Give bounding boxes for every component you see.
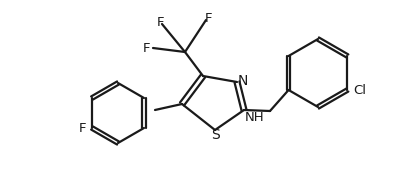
- Text: F: F: [204, 13, 212, 25]
- Text: F: F: [78, 122, 86, 134]
- Text: F: F: [156, 17, 164, 29]
- Text: S: S: [212, 128, 220, 142]
- Text: N: N: [238, 74, 248, 88]
- Text: F: F: [143, 41, 151, 54]
- Text: Cl: Cl: [353, 84, 366, 96]
- Text: NH: NH: [245, 111, 265, 124]
